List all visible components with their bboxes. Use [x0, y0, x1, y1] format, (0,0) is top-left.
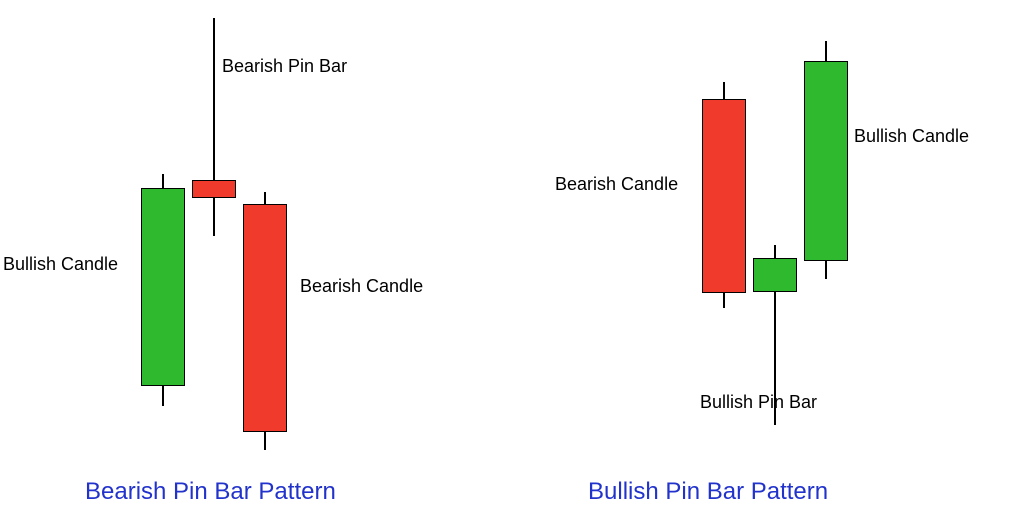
- bullish-candle-label: Bullish Candle: [3, 254, 118, 275]
- bullish-pattern-title: Bullish Pin Bar Pattern: [588, 478, 828, 506]
- bearish-pin-bar-wick: [213, 18, 215, 236]
- bearish-pin-bar-label: Bearish Pin Bar: [222, 56, 347, 77]
- bearish-candle-label-r: Bearish Candle: [555, 174, 678, 195]
- bullish-candle-body-r: [804, 61, 848, 261]
- bullish-pin-bar-label: Bullish Pin Bar: [700, 392, 817, 413]
- bearish-candle-body: [243, 204, 287, 432]
- bullish-pin-bar-body: [753, 258, 797, 292]
- bearish-pattern-title: Bearish Pin Bar Pattern: [85, 478, 336, 506]
- bullish-candle-body: [141, 188, 185, 386]
- bearish-pin-bar-body: [192, 180, 236, 198]
- bullish-candle-label-r: Bullish Candle: [854, 126, 969, 147]
- bearish-candle-body-r: [702, 99, 746, 293]
- bearish-candle-label: Bearish Candle: [300, 276, 423, 297]
- diagram-stage: { "canvas": { "width": 1024, "height": 5…: [0, 0, 1024, 523]
